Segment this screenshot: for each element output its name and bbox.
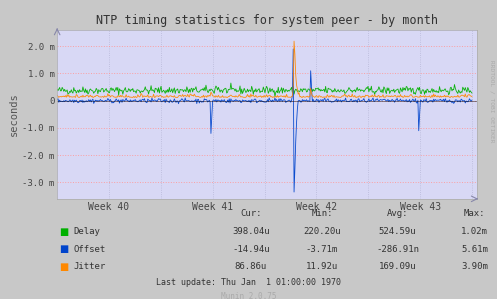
Text: Offset: Offset [74,245,106,254]
Text: Min:: Min: [311,209,333,218]
Text: Munin 2.0.75: Munin 2.0.75 [221,292,276,299]
Text: -286.91n: -286.91n [376,245,419,254]
Text: 86.86u: 86.86u [235,262,267,271]
Text: 524.59u: 524.59u [379,227,416,236]
Text: 11.92u: 11.92u [306,262,338,271]
Text: ■: ■ [59,262,68,272]
Title: NTP timing statistics for system peer - by month: NTP timing statistics for system peer - … [96,14,438,27]
Text: -14.94u: -14.94u [232,245,270,254]
Text: ■: ■ [59,244,68,254]
Text: RRDTOOL / TOBI OETIKER: RRDTOOL / TOBI OETIKER [490,60,495,143]
Text: 220.20u: 220.20u [303,227,341,236]
Text: Max:: Max: [464,209,486,218]
Text: 5.61m: 5.61m [461,245,488,254]
Text: -3.71m: -3.71m [306,245,338,254]
Text: 169.09u: 169.09u [379,262,416,271]
Text: 398.04u: 398.04u [232,227,270,236]
Text: 3.90m: 3.90m [461,262,488,271]
Text: Delay: Delay [74,227,100,236]
Text: 1.02m: 1.02m [461,227,488,236]
Text: Avg:: Avg: [387,209,409,218]
Y-axis label: seconds: seconds [9,92,19,136]
Text: Last update: Thu Jan  1 01:00:00 1970: Last update: Thu Jan 1 01:00:00 1970 [156,278,341,287]
Text: Cur:: Cur: [240,209,262,218]
Text: Jitter: Jitter [74,262,106,271]
Text: ■: ■ [59,227,68,237]
